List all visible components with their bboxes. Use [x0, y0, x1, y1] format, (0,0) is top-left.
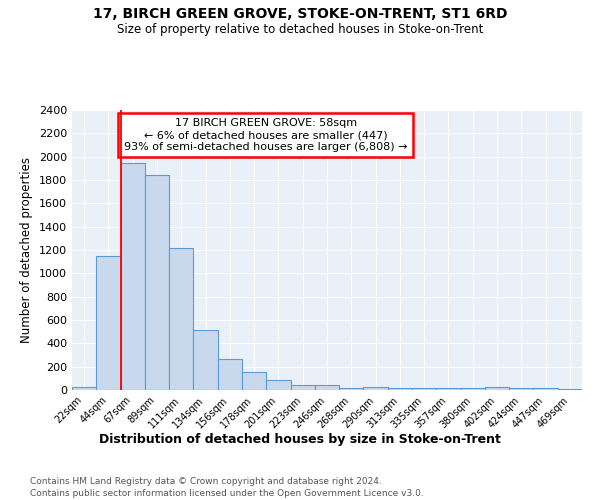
Bar [96, 256, 121, 390]
Bar [436, 388, 461, 390]
Bar [509, 388, 533, 390]
Text: 17, BIRCH GREEN GROVE, STOKE-ON-TRENT, ST1 6RD: 17, BIRCH GREEN GROVE, STOKE-ON-TRENT, S… [93, 8, 507, 22]
Text: Contains HM Land Registry data © Crown copyright and database right 2024.: Contains HM Land Registry data © Crown c… [30, 478, 382, 486]
Bar [412, 388, 436, 390]
Text: 17 BIRCH GREEN GROVE: 58sqm
← 6% of detached houses are smaller (447)
93% of sem: 17 BIRCH GREEN GROVE: 58sqm ← 6% of deta… [124, 118, 407, 152]
Bar [193, 330, 218, 390]
Bar [169, 248, 193, 390]
Bar [485, 388, 509, 390]
Text: Distribution of detached houses by size in Stoke-on-Trent: Distribution of detached houses by size … [99, 432, 501, 446]
Bar [461, 388, 485, 390]
Bar [121, 162, 145, 390]
Bar [388, 388, 412, 390]
Text: Size of property relative to detached houses in Stoke-on-Trent: Size of property relative to detached ho… [117, 22, 483, 36]
Bar [242, 372, 266, 390]
Bar [533, 388, 558, 390]
Bar [218, 359, 242, 390]
Text: Contains public sector information licensed under the Open Government Licence v3: Contains public sector information licen… [30, 489, 424, 498]
Bar [315, 385, 339, 390]
Bar [364, 388, 388, 390]
Bar [290, 385, 315, 390]
Y-axis label: Number of detached properties: Number of detached properties [20, 157, 34, 343]
Bar [145, 176, 169, 390]
Bar [339, 388, 364, 390]
Bar [72, 386, 96, 390]
Bar [266, 380, 290, 390]
